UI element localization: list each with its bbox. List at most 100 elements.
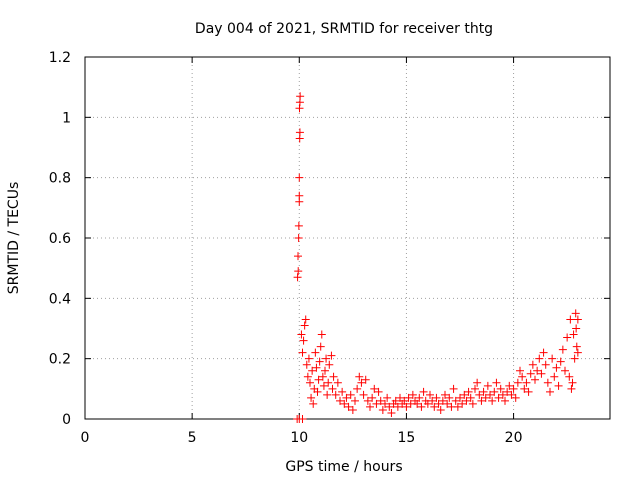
data-point: [368, 393, 377, 402]
data-point: [483, 381, 492, 390]
y-tick-label: 0.8: [49, 171, 71, 187]
data-point: [443, 399, 452, 408]
data-point: [419, 387, 428, 396]
data-point: [569, 330, 578, 339]
y-tick-label: 0.4: [49, 291, 71, 307]
data-point: [400, 396, 409, 405]
data-point: [479, 387, 488, 396]
data-point: [520, 384, 529, 393]
data-point: [363, 396, 372, 405]
y-tick-label: 0: [62, 412, 71, 428]
data-point: [481, 393, 490, 402]
data-point: [316, 342, 325, 351]
data-point: [524, 387, 533, 396]
data-point: [329, 372, 338, 381]
data-point: [357, 378, 366, 387]
data-point: [460, 390, 469, 399]
data-point: [294, 252, 302, 261]
data-point: [319, 381, 328, 390]
data-point: [453, 402, 462, 411]
data-point: [475, 390, 484, 399]
data-point: [359, 390, 368, 399]
data-point: [537, 369, 546, 378]
data-point: [423, 399, 432, 408]
data-point: [307, 393, 316, 402]
data-point: [572, 342, 581, 351]
data-point: [342, 393, 351, 402]
data-point: [308, 366, 317, 375]
y-axis-ticks: 0 0.2 0.4 0.6 0.8 1 1.2: [49, 50, 610, 428]
data-point: [325, 360, 334, 369]
data-point: [492, 378, 501, 387]
data-point: [338, 387, 347, 396]
data-point: [571, 309, 580, 318]
data-point: [295, 191, 304, 200]
chart-title: Day 004 of 2021, SRMTID for receiver tht…: [195, 21, 493, 37]
data-point: [361, 375, 370, 384]
data-point: [451, 396, 460, 405]
data-points: [293, 92, 582, 423]
data-point: [531, 375, 539, 384]
data-point: [295, 128, 304, 137]
data-point: [573, 315, 582, 324]
data-point: [468, 399, 477, 408]
data-point: [486, 390, 494, 399]
data-point: [541, 360, 550, 369]
data-point: [563, 333, 572, 342]
data-point: [554, 381, 563, 390]
data-point: [539, 348, 548, 357]
data-point: [428, 396, 437, 405]
data-point: [381, 399, 389, 408]
data-point: [456, 393, 464, 402]
data-point: [490, 387, 499, 396]
data-point: [548, 354, 557, 363]
data-point: [458, 399, 467, 408]
data-point: [296, 92, 305, 101]
data-point: [404, 393, 413, 402]
data-point: [535, 354, 544, 363]
data-point: [297, 330, 306, 339]
data-point: [321, 366, 329, 375]
x-tick-label: 15: [398, 430, 416, 446]
data-point: [568, 378, 577, 387]
data-point: [513, 378, 522, 387]
data-point: [503, 387, 512, 396]
data-point: [378, 405, 387, 414]
data-point: [434, 399, 443, 408]
data-point: [304, 354, 313, 363]
data-point: [543, 378, 552, 387]
data-point: [402, 402, 411, 411]
data-point: [567, 384, 576, 393]
data-point: [498, 390, 507, 399]
data-point: [436, 405, 445, 414]
data-point: [309, 399, 318, 408]
data-point: [370, 384, 379, 393]
data-point: [550, 372, 559, 381]
data-point: [306, 378, 314, 387]
data-point: [323, 390, 332, 399]
data-point: [413, 399, 422, 408]
data-point: [496, 384, 505, 393]
data-point: [294, 221, 303, 230]
data-point: [346, 390, 355, 399]
data-point: [353, 384, 362, 393]
data-point: [366, 402, 374, 411]
data-point: [464, 387, 473, 396]
data-point: [355, 372, 364, 381]
data-point: [396, 393, 404, 402]
data-point: [391, 396, 400, 405]
x-axis-ticks: 0 5 10 15 20: [81, 57, 522, 446]
data-point: [501, 396, 509, 405]
data-point: [477, 396, 486, 405]
data-point: [318, 372, 327, 381]
data-point: [294, 234, 303, 242]
data-point: [570, 354, 579, 363]
data-point: [331, 390, 340, 399]
x-tick-label: 5: [188, 430, 197, 446]
data-point: [546, 387, 554, 396]
data-point: [327, 351, 336, 360]
data-point: [462, 396, 471, 405]
data-point: [526, 369, 535, 378]
data-point: [417, 402, 426, 411]
